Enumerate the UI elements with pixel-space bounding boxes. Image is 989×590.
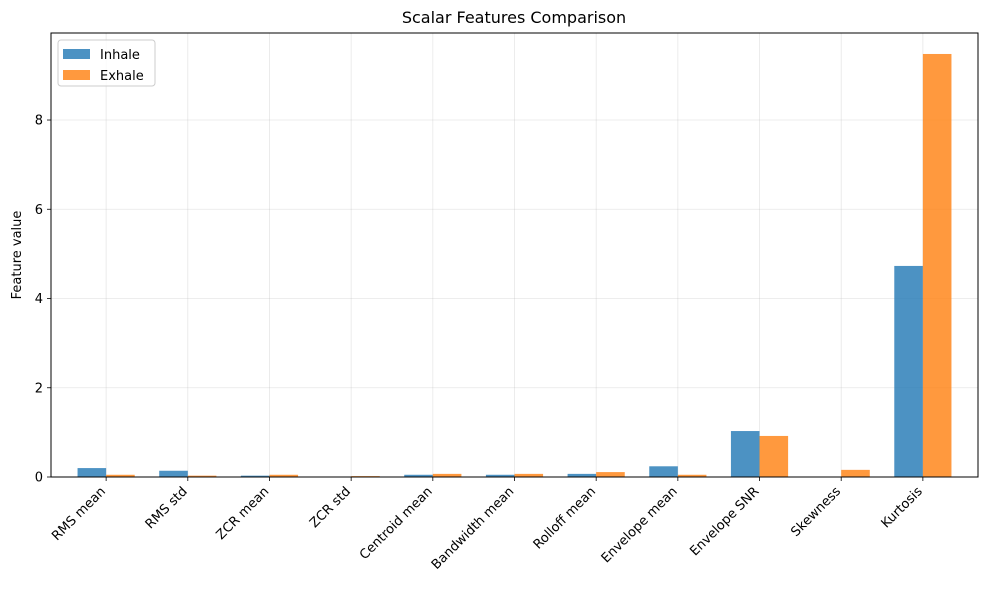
bar-inhale-8 — [730, 431, 760, 477]
bar-exhale-7 — [677, 474, 707, 477]
legend-swatch-exhale — [63, 70, 90, 80]
bar-exhale-2 — [269, 474, 299, 477]
y-axis-label: Feature value — [10, 211, 25, 300]
bar-exhale-9 — [841, 469, 870, 477]
x-axis: RMS mean RMS std ZCR mean ZCR std Centroid m… — [49, 477, 926, 573]
bar-inhale-7 — [649, 466, 678, 477]
bars-group — [77, 53, 952, 477]
x-tick-label: Centroid mean — [357, 484, 436, 563]
bar-inhale-0 — [77, 468, 107, 477]
x-tick-label: Envelope mean — [599, 484, 681, 566]
chart-title: Scalar Features Comparison — [402, 8, 626, 27]
bar-exhale-10 — [922, 53, 952, 477]
x-tick-label: Envelope SNR — [687, 484, 762, 559]
bar-inhale-6 — [567, 473, 597, 477]
legend-swatch-inhale — [63, 49, 90, 59]
bar-inhale-10 — [894, 265, 923, 477]
x-tick-label: RMS mean — [49, 484, 109, 544]
y-tick-label: 4 — [35, 292, 43, 307]
legend-label-inhale: Inhale — [100, 48, 140, 63]
bar-exhale-4 — [432, 473, 462, 477]
x-tick-label: ZCR std — [307, 484, 354, 531]
x-tick-label: RMS std — [143, 484, 191, 532]
x-tick-label: Skewness — [788, 484, 844, 540]
bar-inhale-5 — [485, 474, 515, 477]
y-axis: 0 2 4 6 8 — [35, 114, 51, 486]
bar-exhale-1 — [187, 475, 217, 477]
bar-inhale-2 — [240, 475, 270, 477]
bar-exhale-6 — [596, 472, 625, 477]
bar-exhale-8 — [759, 435, 789, 477]
legend-label-exhale: Exhale — [100, 69, 144, 84]
y-tick-label: 8 — [35, 114, 43, 129]
x-tick-label: ZCR mean — [214, 484, 273, 543]
legend: Inhale Exhale — [57, 39, 156, 87]
grid-lines — [51, 33, 978, 478]
bar-exhale-0 — [106, 474, 135, 477]
bar-inhale-1 — [159, 470, 188, 477]
y-tick-label: 6 — [35, 203, 43, 218]
x-tick-label: Bandwidth mean — [429, 484, 518, 573]
bar-exhale-5 — [514, 473, 544, 477]
x-tick-label: Rolloff mean — [531, 484, 599, 552]
bar-inhale-4 — [404, 474, 433, 477]
y-tick-label: 2 — [35, 381, 43, 396]
y-tick-label: 0 — [35, 471, 43, 486]
x-tick-label: Kurtosis — [879, 484, 926, 531]
